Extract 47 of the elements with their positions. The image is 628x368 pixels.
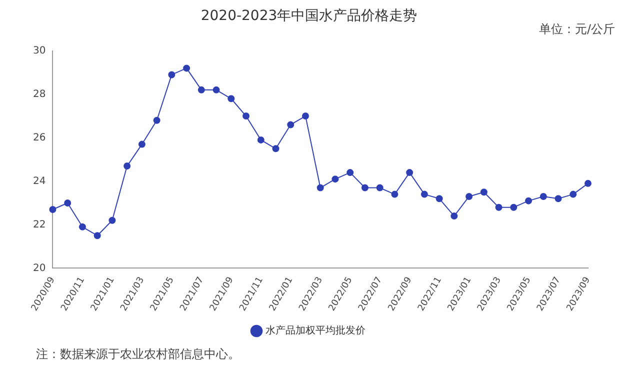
point: [376, 184, 384, 192]
point: [510, 204, 518, 211]
point: [495, 204, 502, 211]
legend-label: 水产品加权平均批发价: [266, 324, 366, 337]
point: [391, 190, 398, 198]
point: [302, 112, 309, 120]
y-tick-label: 30: [32, 45, 46, 56]
text: 注：数据来源于农业农村部信息中心。: [36, 347, 240, 362]
y-tick-label: 26: [32, 132, 46, 144]
point: [525, 197, 532, 204]
point: [287, 121, 294, 128]
point: [228, 95, 235, 102]
point: [406, 169, 414, 176]
point: [332, 176, 339, 183]
point: [584, 180, 592, 187]
point: [242, 112, 250, 120]
point: [272, 145, 280, 152]
point: [346, 169, 354, 176]
point: [554, 195, 562, 202]
point: [570, 190, 577, 198]
text: 单位：元/公斤: [538, 22, 615, 36]
point: [257, 136, 264, 144]
point: [480, 188, 488, 196]
point: [212, 86, 220, 94]
point: [94, 232, 101, 240]
point: [138, 140, 146, 148]
y-tick-label: 20: [32, 262, 46, 274]
point: [183, 64, 190, 72]
point: [168, 71, 176, 78]
point: [124, 162, 131, 170]
point: [198, 86, 205, 94]
point: [316, 184, 324, 192]
point: [108, 216, 116, 224]
point: [361, 184, 368, 192]
chart-title: 2020-2023年中国水产品价格走势: [200, 8, 418, 24]
point: [64, 199, 72, 206]
point: [78, 223, 86, 230]
point: [436, 195, 443, 202]
y-tick-label: 24: [32, 176, 46, 187]
y-tick-label: 28: [32, 88, 46, 100]
point: [420, 190, 428, 198]
point: [466, 192, 473, 200]
point: [450, 212, 458, 220]
point: [540, 192, 547, 200]
point: [153, 116, 160, 124]
y-tick-label: 22: [32, 219, 46, 230]
point: [49, 206, 56, 214]
